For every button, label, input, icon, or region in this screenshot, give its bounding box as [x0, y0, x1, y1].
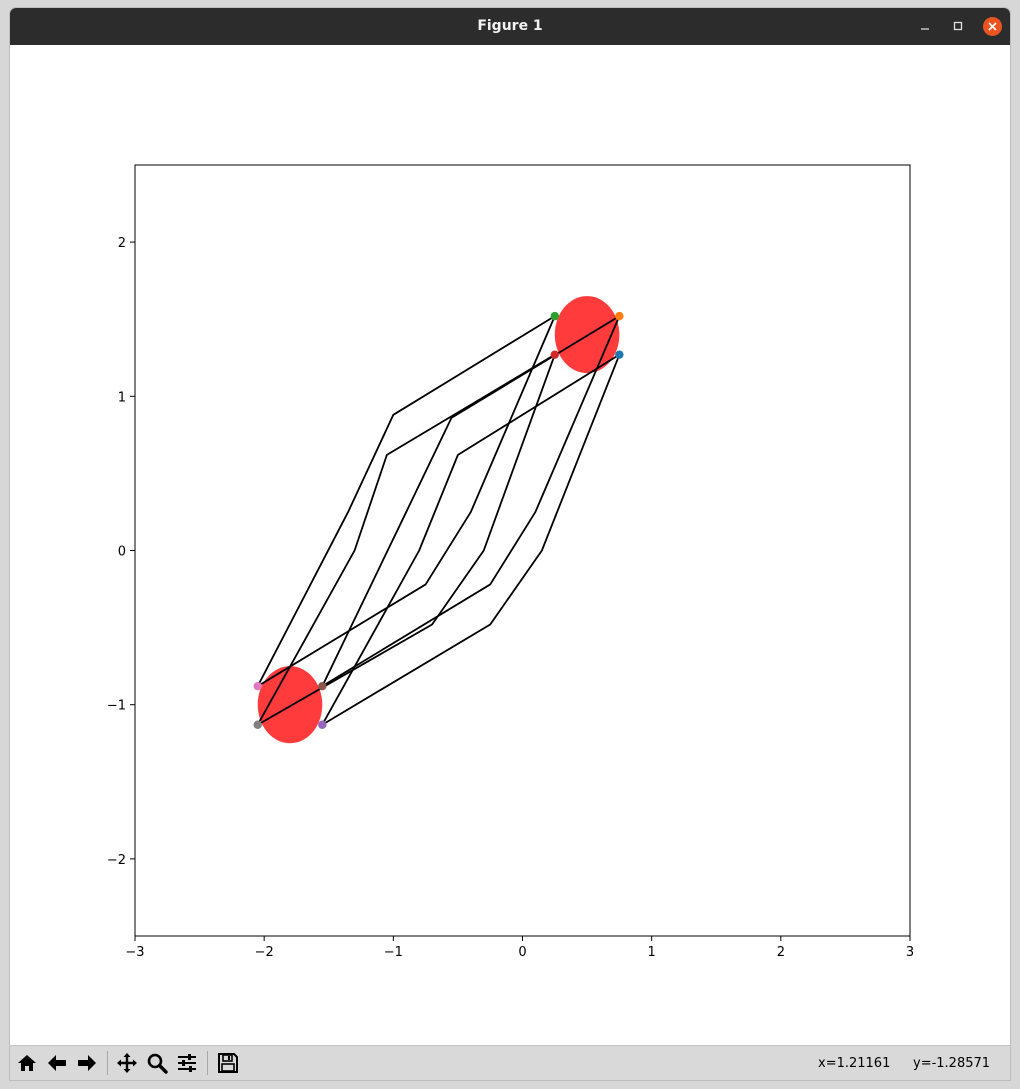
trajectory-line	[256, 353, 556, 726]
zoom-button[interactable]	[143, 1049, 171, 1077]
window-title: Figure 1	[477, 18, 543, 34]
figure-window: Figure 1 −3 −2 −1 0 1 2 3 −2 −1 0 1 2	[10, 8, 1010, 1080]
axes-frame	[134, 164, 911, 937]
trajectory-line	[321, 315, 620, 687]
data-point	[615, 350, 624, 359]
data-point	[318, 720, 327, 729]
data-point	[253, 720, 262, 729]
data-point	[615, 311, 624, 321]
maximize-button[interactable]	[947, 15, 969, 37]
plot-svg: −3 −2 −1 0 1 2 3 −2 −1 0 1 2	[107, 164, 914, 960]
x-tick-label: 1	[648, 945, 656, 960]
back-button[interactable]	[43, 1049, 71, 1077]
minimize-icon	[921, 28, 929, 30]
x-tick-label: 2	[777, 945, 785, 960]
x-tick-label: −3	[125, 945, 144, 960]
trajectory-line	[257, 315, 556, 687]
navigation-toolbar: x=1.21161 y=-1.28571	[10, 1045, 1010, 1080]
region-circle	[257, 666, 323, 744]
magnifier-icon	[147, 1053, 168, 1074]
toolbar-separator	[107, 1051, 108, 1075]
trajectory-line	[256, 315, 556, 687]
close-button-circle	[982, 16, 1002, 36]
arrow-right-icon	[78, 1055, 96, 1071]
trajectory-line	[321, 353, 620, 726]
data-point	[318, 681, 327, 691]
ticks-layer: −3 −2 −1 0 1 2 3 −2 −1 0 1 2	[107, 236, 914, 960]
y-tick-label: 1	[118, 390, 126, 405]
y-tick-label: 2	[118, 236, 126, 251]
regions-layer	[257, 296, 620, 744]
trajectory-line	[321, 315, 621, 687]
figure-canvas[interactable]: −3 −2 −1 0 1 2 3 −2 −1 0 1 2	[10, 45, 1010, 1045]
data-point	[550, 350, 559, 359]
x-coordinate-readout: x=1.21161	[818, 1056, 891, 1071]
home-icon	[18, 1055, 36, 1071]
x-tick-label: 0	[518, 945, 526, 960]
paths-layer	[256, 315, 621, 726]
arrow-left-icon	[48, 1055, 66, 1071]
data-point	[253, 681, 262, 691]
minimize-button[interactable]	[914, 15, 936, 37]
y-tick-label: −1	[107, 699, 126, 714]
x-tick-label: −1	[384, 945, 403, 960]
title-bar[interactable]: Figure 1	[10, 8, 1010, 45]
move-icon	[117, 1053, 137, 1073]
points-layer	[253, 311, 624, 729]
y-coordinate-readout: y=-1.28571	[913, 1056, 991, 1071]
x-tick-label: −2	[255, 945, 274, 960]
y-tick-label: −2	[107, 853, 126, 868]
save-button[interactable]	[214, 1049, 242, 1077]
pan-button[interactable]	[113, 1049, 141, 1077]
sliders-icon	[178, 1054, 196, 1072]
forward-button[interactable]	[73, 1049, 101, 1077]
floppy-disk-icon	[218, 1053, 238, 1073]
maximize-icon	[953, 21, 963, 31]
trajectory-line	[321, 354, 621, 726]
toolbar-separator	[207, 1051, 208, 1075]
close-button[interactable]	[981, 15, 1003, 37]
y-tick-label: 0	[118, 545, 126, 560]
close-icon	[987, 21, 997, 31]
trajectory-line	[257, 354, 556, 726]
configure-subplots-button[interactable]	[173, 1049, 201, 1077]
data-point	[550, 311, 559, 321]
home-button[interactable]	[13, 1049, 41, 1077]
x-tick-label: 3	[906, 945, 914, 960]
